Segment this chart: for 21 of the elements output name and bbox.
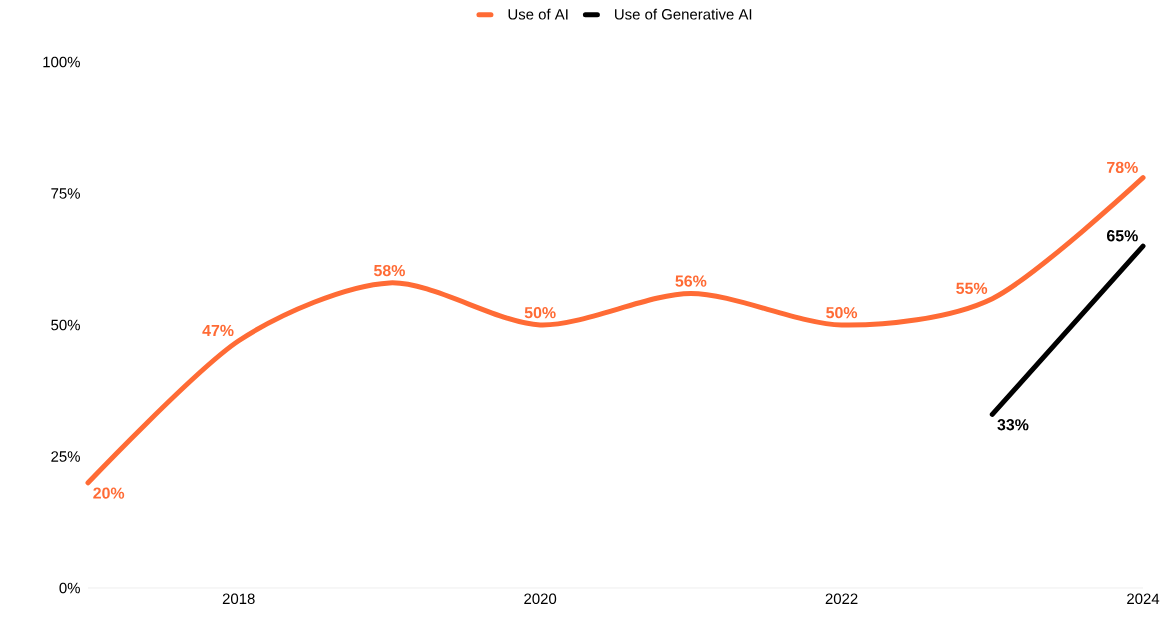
- data-label: 58%: [373, 264, 405, 277]
- x-tick-label: 2022: [825, 593, 858, 605]
- y-tick-label: 0%: [59, 582, 80, 594]
- x-tick-label: 2024: [1127, 593, 1160, 605]
- data-label: 50%: [524, 307, 556, 319]
- data-label: 20%: [93, 487, 125, 499]
- data-label: 33%: [997, 419, 1029, 431]
- data-label: 50%: [826, 307, 858, 319]
- legend-label: Use of Generative AI: [615, 8, 752, 20]
- y-tick-label: 50%: [51, 319, 80, 331]
- y-tick-label: 25%: [51, 451, 80, 462]
- x-tick-label: 2018: [222, 593, 255, 605]
- y-tick-label: 75%: [51, 188, 80, 199]
- data-label: 56%: [675, 275, 707, 287]
- data-label: 65%: [1106, 230, 1138, 242]
- data-label: 55%: [956, 282, 988, 294]
- y-tick-label: 100%: [43, 56, 80, 68]
- legend-label: Use of AI: [508, 8, 568, 20]
- data-label: 78%: [1107, 161, 1138, 173]
- data-label: 47%: [202, 324, 234, 337]
- x-tick-label: 2020: [524, 593, 557, 605]
